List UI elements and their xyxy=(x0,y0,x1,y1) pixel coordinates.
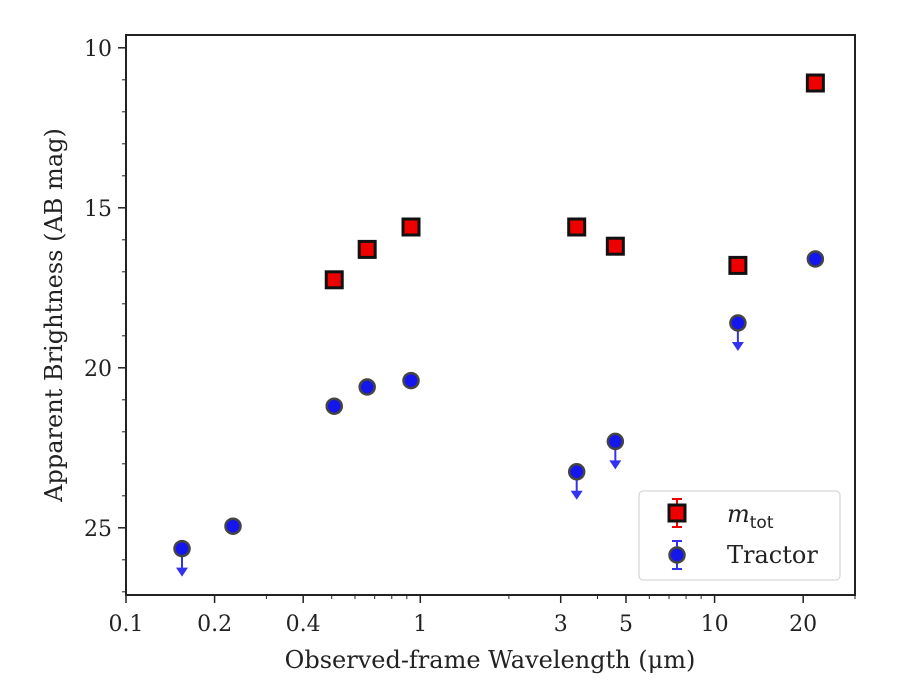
tractor-point xyxy=(402,371,420,390)
tractor-point xyxy=(606,432,625,451)
tractor-point xyxy=(729,314,747,332)
y-axis-label: Apparent Brightness (AB mag) xyxy=(40,128,68,503)
legend-mtot-marker xyxy=(667,503,687,523)
tractor-point xyxy=(173,539,191,558)
mtot-point xyxy=(567,217,587,237)
legend-box xyxy=(638,490,841,581)
upper-limit-arrowhead xyxy=(609,460,622,470)
tractor-point xyxy=(325,397,343,415)
y-tick-label: 20 xyxy=(84,357,112,382)
x-axis-label: Observed-frame Wavelength (μm) xyxy=(285,646,696,674)
x-tick-label: 10 xyxy=(701,612,729,637)
x-tick-label: 5 xyxy=(619,612,633,637)
upper-limit-arrowhead xyxy=(176,567,189,577)
mtot-point xyxy=(605,236,625,256)
x-tick-label: 0.2 xyxy=(197,612,232,637)
x-tick-label: 0.4 xyxy=(286,612,321,637)
tractor-point xyxy=(358,378,376,396)
mtot-point xyxy=(728,255,748,275)
upper-limit-arrowhead xyxy=(570,490,583,500)
legend: mtot Tractor xyxy=(638,490,841,581)
x-tick-label: 3 xyxy=(554,612,568,637)
tractor-point xyxy=(224,517,242,535)
x-tick-label: 0.1 xyxy=(109,612,144,637)
mtot-point xyxy=(805,73,825,93)
y-tick-label: 25 xyxy=(84,517,112,542)
y-tick-label: 15 xyxy=(84,197,112,222)
mtot-point xyxy=(401,217,421,237)
x-tick-label: 20 xyxy=(789,612,817,637)
upper-limit-arrowhead xyxy=(731,342,744,351)
tractor-point xyxy=(806,250,825,268)
legend-tractor-marker xyxy=(668,546,686,564)
tractor-point xyxy=(567,463,586,481)
mtot-point xyxy=(324,270,344,290)
x-tick-label: 1 xyxy=(413,612,427,637)
legend-mtot-label: mtot xyxy=(727,500,774,533)
y-tick-label: 10 xyxy=(84,37,112,62)
legend-tractor-label: Tractor xyxy=(727,541,818,569)
mtot-point xyxy=(357,239,377,259)
